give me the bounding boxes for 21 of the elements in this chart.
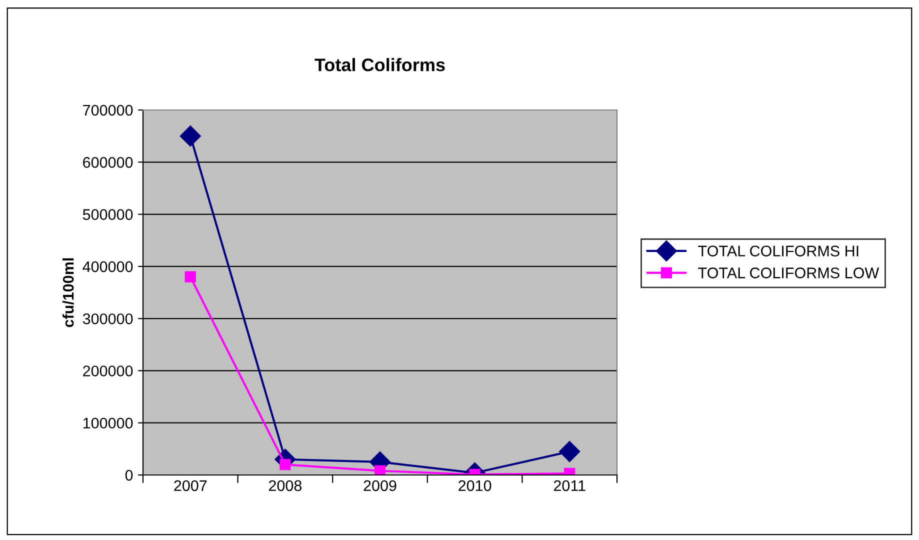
y-axis-title: cfu/100ml [62, 258, 74, 328]
point [184, 271, 196, 282]
x-tick-label: 2011 [554, 480, 586, 492]
x-tick-label: 2007 [174, 480, 207, 492]
y-tick-label: 100000 [83, 418, 133, 429]
legend-label: TOTAL COLIFORMS HI [698, 246, 858, 256]
chart-title: Total Coliforms [314, 58, 445, 72]
x-tick-label: 2010 [458, 480, 492, 492]
y-tick-label: 700000 [83, 104, 133, 116]
y-tick-label: 500000 [82, 209, 133, 220]
y-tick-label: 600000 [83, 157, 133, 168]
point [559, 441, 580, 462]
y-tick-label: 0 [125, 470, 133, 481]
x-tick-label: 2009 [364, 480, 396, 492]
legend-label: TOTAL COLIFORMS LOW [698, 268, 880, 278]
point [374, 465, 386, 475]
y-tick-label: 300000 [82, 313, 133, 324]
y-tick-label: 200000 [83, 366, 133, 376]
y-tick-label: 400000 [82, 261, 133, 272]
point [180, 126, 201, 147]
x-tick-label: 2008 [268, 480, 302, 492]
